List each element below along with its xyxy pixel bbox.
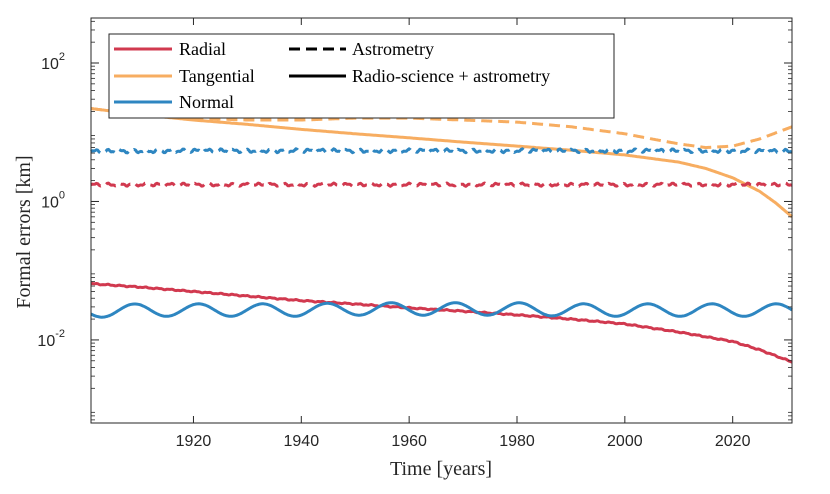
legend-box — [108, 33, 615, 119]
series-layer — [90, 107, 793, 364]
x-axis-label: Time [years] — [390, 458, 492, 480]
x-tick-label: 2000 — [607, 433, 643, 450]
legend-entry-radial: Radial — [114, 39, 226, 59]
series-line-1 — [90, 107, 793, 218]
series-line-4 — [90, 107, 793, 150]
legend-label-radial: Radial — [179, 39, 226, 59]
series-line-3 — [90, 181, 793, 188]
x-tick-label: 1940 — [284, 433, 320, 450]
series-line-5 — [90, 147, 793, 155]
x-tick-label: 1920 — [176, 433, 212, 450]
legend-entry-tangential: Tangential — [114, 66, 255, 86]
series-line-0 — [90, 282, 793, 364]
series-line-2 — [90, 301, 793, 319]
legend-label-tangential: Tangential — [179, 66, 255, 86]
legend-label-normal: Normal — [179, 92, 234, 112]
legend-entry-normal: Normal — [114, 92, 234, 112]
axes — [90, 17, 793, 424]
x-tick-label: 2020 — [715, 433, 751, 450]
x-tick-label: 1960 — [391, 433, 427, 450]
legend-entry-astrometry: Astrometry — [289, 39, 434, 59]
plot-frame — [90, 17, 793, 424]
legend-label-astrometry: Astrometry — [352, 39, 434, 59]
legend: Radial Tangential Normal Astrometry Radi… — [108, 33, 615, 119]
x-tick-label: 1980 — [499, 433, 535, 450]
y-axis-label: Formal errors [km] — [13, 155, 35, 308]
legend-entry-radio-science: Radio-science + astrometry — [289, 66, 550, 86]
legend-label-radio-science: Radio-science + astrometry — [352, 66, 550, 86]
